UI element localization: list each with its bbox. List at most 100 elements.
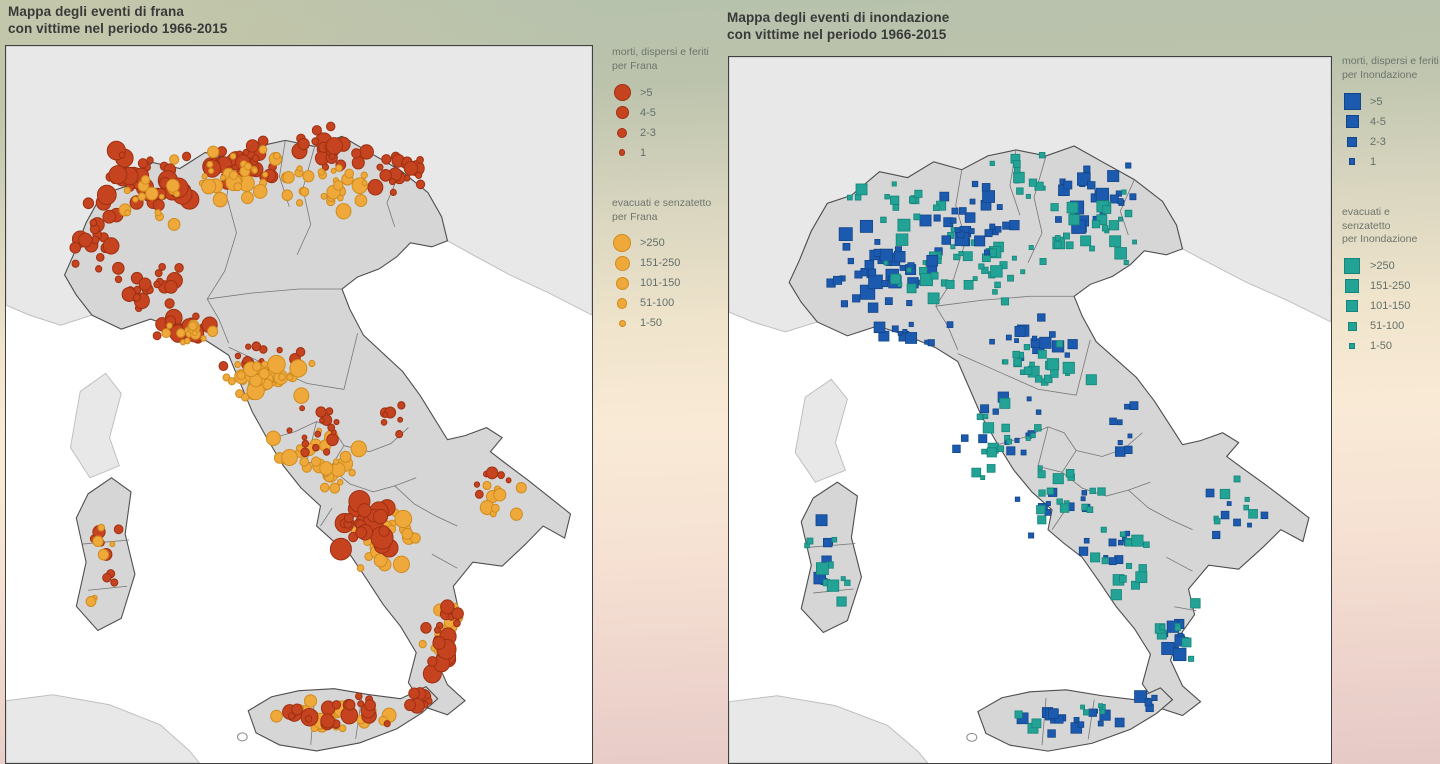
event-point-circle <box>350 440 367 458</box>
event-point-square <box>1102 205 1112 214</box>
event-point-square <box>1064 352 1070 358</box>
event-point-circle <box>432 636 446 650</box>
frana-evacuati-legend: evacuati e senzatetto per Frana >250 151-… <box>612 197 728 334</box>
event-point-square <box>1080 496 1086 502</box>
event-point-square <box>1044 509 1052 516</box>
event-point-circle <box>388 177 396 186</box>
event-point-square <box>815 514 828 527</box>
legend-circle-icon <box>613 84 631 102</box>
event-point-square <box>1181 637 1192 648</box>
event-point-square <box>908 321 914 327</box>
north-africa-shape <box>729 695 929 763</box>
event-point-circle <box>110 578 119 587</box>
event-point-square <box>854 270 863 279</box>
event-point-circle <box>154 269 163 278</box>
event-point-circle <box>158 193 165 200</box>
event-point-square <box>1005 334 1012 341</box>
event-point-square <box>1014 338 1019 343</box>
legend-square-icon <box>1346 300 1358 313</box>
event-point-square <box>1243 504 1250 511</box>
event-point-square <box>1109 235 1122 248</box>
event-point-circle <box>137 158 149 169</box>
event-point-circle <box>473 481 481 488</box>
event-point-square <box>1055 216 1062 223</box>
event-point-circle <box>270 709 283 723</box>
event-point-square <box>1052 473 1064 485</box>
event-point-circle <box>123 186 131 195</box>
event-point-square <box>1049 331 1056 338</box>
event-point-square <box>1219 488 1231 500</box>
event-point-circle <box>132 293 141 302</box>
event-point-circle <box>227 377 236 386</box>
frana-map-svg <box>6 46 592 763</box>
event-point-circle <box>383 720 391 728</box>
legend-item: 1 <box>612 143 728 163</box>
legend-square-icon <box>1348 158 1356 165</box>
malta-shape <box>236 732 248 742</box>
event-point-square <box>1135 571 1148 584</box>
event-point-square <box>1056 498 1063 505</box>
event-point-circle <box>296 165 303 172</box>
event-point-square <box>1037 465 1043 471</box>
legend-marker-cell <box>1342 115 1362 129</box>
event-point-square <box>1023 366 1033 375</box>
event-point-square <box>976 413 984 420</box>
event-point-square <box>1039 336 1052 349</box>
event-point-circle <box>113 524 124 535</box>
event-point-square <box>1063 180 1073 190</box>
event-point-square <box>1054 235 1061 241</box>
event-point-circle <box>329 537 352 561</box>
event-point-square <box>1038 489 1046 497</box>
event-point-square <box>1081 490 1088 496</box>
event-point-square <box>844 579 851 586</box>
event-point-square <box>1098 703 1103 709</box>
event-point-square <box>994 281 1001 289</box>
legend-square-icon <box>1344 258 1360 275</box>
event-point-square <box>1143 541 1150 548</box>
event-point-square <box>833 275 843 285</box>
event-point-circle <box>311 443 320 452</box>
event-point-square <box>1006 438 1013 445</box>
event-point-circle <box>188 321 198 331</box>
inondazione-map-svg <box>729 57 1331 763</box>
event-point-circle <box>158 263 166 271</box>
event-point-circle <box>118 151 126 159</box>
event-point-circle <box>397 416 404 423</box>
event-point-square <box>1078 546 1089 556</box>
event-point-circle <box>515 482 527 494</box>
event-point-circle <box>167 217 181 231</box>
event-point-square <box>1089 245 1095 252</box>
event-point-circle <box>330 167 337 174</box>
event-point-square <box>1080 235 1092 247</box>
event-point-square <box>1030 432 1036 438</box>
event-point-square <box>964 212 976 223</box>
event-point-circle <box>164 279 178 294</box>
event-point-square <box>1127 433 1133 439</box>
event-point-circle <box>281 448 298 467</box>
event-point-square <box>1212 530 1221 540</box>
legend-item: 1-50 <box>612 313 728 333</box>
event-point-circle <box>112 261 125 275</box>
event-point-circle <box>132 196 139 203</box>
legend-label: >250 <box>640 237 665 250</box>
event-point-square <box>1025 436 1031 441</box>
event-point-circle <box>359 144 374 160</box>
event-point-circle <box>276 346 283 354</box>
event-point-circle <box>265 430 281 447</box>
event-point-square <box>969 198 976 205</box>
event-point-circle <box>252 183 268 199</box>
event-point-circle <box>299 186 310 197</box>
event-point-square <box>884 194 890 200</box>
event-point-circle <box>114 275 123 284</box>
event-point-square <box>838 227 853 242</box>
event-point-square <box>1037 470 1046 479</box>
event-point-square <box>981 266 989 274</box>
event-point-square <box>1034 424 1042 432</box>
event-point-circle <box>299 456 309 467</box>
event-point-circle <box>278 372 287 382</box>
event-point-square <box>1026 396 1032 402</box>
event-point-circle <box>321 163 330 171</box>
malta-shape <box>966 732 978 742</box>
event-point-circle <box>236 370 246 380</box>
event-point-square <box>941 235 952 245</box>
